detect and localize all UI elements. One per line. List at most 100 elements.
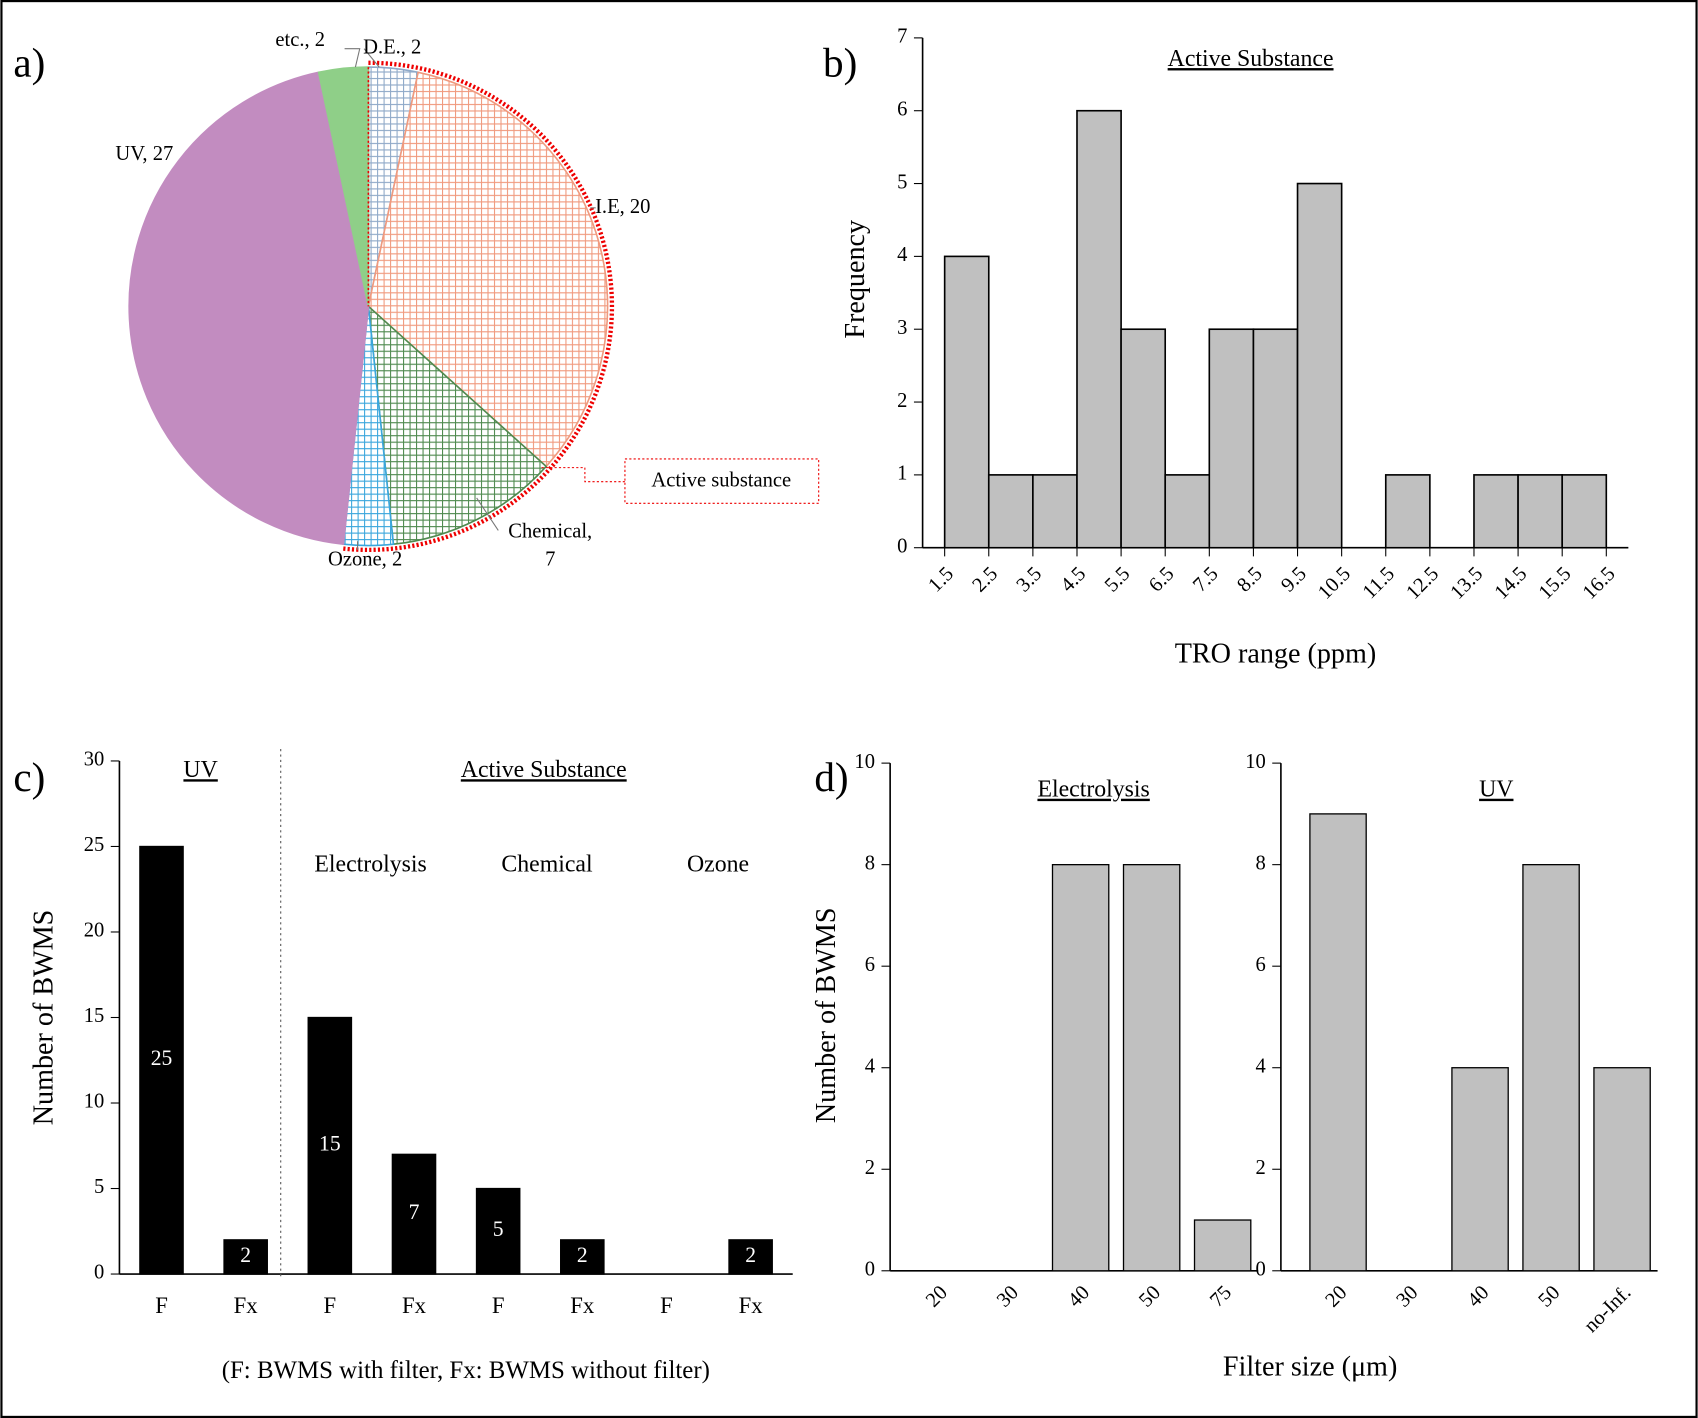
y-tick-label: 3 — [897, 317, 907, 339]
chart-title: Active Substance — [1168, 46, 1334, 72]
histogram-bar — [1296, 182, 1343, 549]
leader-line — [363, 48, 380, 68]
bar — [223, 1239, 268, 1275]
histogram-bar — [1120, 328, 1167, 549]
slice-label-line: Chemical, — [508, 520, 592, 542]
y-tick-label: 10 — [1245, 751, 1266, 773]
y-tick-label: 10 — [84, 1091, 105, 1113]
slice-label: D.E., 2 — [363, 36, 421, 58]
subgroup-title: Ozone — [687, 851, 749, 877]
bar — [1309, 813, 1367, 1272]
y-tick-label: 2 — [1255, 1157, 1265, 1179]
bar — [1593, 1067, 1651, 1272]
panel-label: a) — [13, 40, 45, 87]
leader-line — [476, 497, 499, 531]
slice-label-line: Ozone, 2 — [328, 548, 402, 570]
histogram-bar — [1473, 474, 1519, 549]
bar — [475, 1187, 521, 1275]
group-title: Active Substance — [461, 757, 627, 783]
value-label: 5 — [493, 1217, 504, 1241]
y-tick-label: 6 — [865, 954, 875, 976]
bar — [1451, 1067, 1509, 1272]
y-axis-label: Number of BWMS — [811, 908, 842, 1124]
slice-label: Ozone, 2 — [328, 548, 402, 570]
value-label: 25 — [151, 1046, 173, 1070]
histogram-bar — [987, 474, 1034, 549]
x-tick-label: F — [492, 1293, 505, 1318]
panel-label: c) — [13, 754, 45, 801]
histogram-bar — [1384, 474, 1431, 549]
value-label: 2 — [577, 1243, 588, 1267]
y-tick-label: 8 — [1255, 852, 1265, 874]
value-label: 2 — [240, 1243, 251, 1267]
y-tick-label: 4 — [897, 244, 907, 266]
histogram-bar — [1076, 109, 1122, 549]
pie-slice — [367, 304, 548, 546]
histogram-bar — [1252, 328, 1299, 549]
histogram-bar — [1032, 474, 1078, 549]
x-axis-label: TRO range (ppm) — [1175, 638, 1377, 669]
subgroup-title: Chemical — [501, 851, 593, 877]
histogram-bar — [1164, 474, 1211, 549]
histogram-bar — [1517, 474, 1564, 549]
y-tick-label: 4 — [1255, 1055, 1265, 1077]
slice-label-line: I.E, 20 — [595, 196, 650, 218]
leader-line — [344, 48, 361, 68]
y-tick-label: 6 — [897, 98, 907, 120]
y-tick-label: 5 — [897, 171, 907, 193]
slice-label: UV, 27 — [115, 143, 173, 165]
y-axis-label: Frequency — [840, 220, 871, 339]
x-tick-label: Fx — [402, 1293, 427, 1318]
histogram-bar — [1208, 328, 1255, 549]
y-tick-label: 0 — [94, 1262, 104, 1284]
pie-slice — [367, 71, 609, 468]
chart-title: UV — [1479, 777, 1513, 803]
bar — [1193, 1219, 1252, 1272]
value-label: 15 — [319, 1132, 341, 1156]
bar — [139, 845, 184, 1275]
y-tick-label: 8 — [865, 852, 875, 874]
slice-label-line: D.E., 2 — [363, 36, 421, 58]
annotation: Active substance — [651, 469, 791, 491]
group-title: UV — [183, 757, 217, 783]
slice-label: I.E, 20 — [595, 196, 650, 218]
x-tick-label: Fx — [739, 1293, 764, 1318]
y-tick-label: 7 — [897, 26, 907, 48]
y-axis-label: Number of BWMS — [28, 910, 59, 1126]
note: (F: BWMS with filter, Fx: BWMS without f… — [222, 1357, 710, 1384]
bar — [1122, 864, 1181, 1272]
y-tick-label: 0 — [897, 535, 907, 557]
bar — [560, 1239, 605, 1275]
slice-label-line: 7 — [545, 548, 555, 570]
panel-label: b) — [823, 40, 857, 87]
bar — [728, 1239, 773, 1275]
histogram-bar — [943, 255, 990, 549]
x-tick-label: Fx — [234, 1293, 259, 1318]
y-tick-label: 10 — [854, 751, 875, 773]
bar — [1522, 864, 1580, 1272]
bar — [1051, 864, 1110, 1272]
y-tick-label: 0 — [1255, 1259, 1265, 1281]
slice-label-line: UV, 27 — [115, 143, 173, 165]
y-tick-label: 30 — [84, 749, 105, 771]
value-label: 7 — [409, 1200, 420, 1224]
slice-label-line: etc., 2 — [275, 29, 325, 51]
y-tick-label: 2 — [865, 1157, 875, 1179]
y-tick-label: 25 — [84, 834, 105, 856]
y-tick-label: 0 — [865, 1259, 875, 1281]
histogram-bar — [1561, 474, 1608, 549]
x-tick-label: F — [324, 1293, 337, 1318]
x-axis-label: Filter size (μm) — [1223, 1352, 1397, 1383]
y-tick-label: 1 — [897, 463, 907, 485]
bar — [391, 1153, 437, 1275]
group-outline — [342, 60, 615, 553]
bar — [307, 1016, 353, 1275]
callout-box — [624, 458, 820, 504]
y-tick-label: 6 — [1255, 954, 1265, 976]
y-tick-label: 20 — [84, 920, 105, 942]
chart-title: Electrolysis — [1037, 777, 1149, 803]
callout-line — [541, 467, 625, 483]
x-tick-label: Fx — [570, 1293, 595, 1318]
slice-label: etc., 2 — [275, 29, 325, 51]
panel-label: d) — [814, 754, 848, 801]
